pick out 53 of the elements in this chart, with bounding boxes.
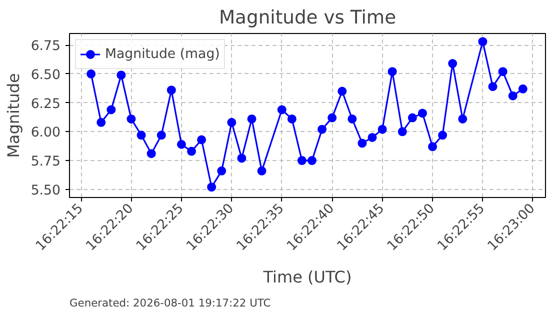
point xyxy=(166,86,176,95)
point xyxy=(126,114,136,124)
point xyxy=(498,67,508,76)
point xyxy=(86,69,96,78)
chart-title: Magnitude vs Time xyxy=(218,8,396,28)
point xyxy=(438,130,448,140)
y-tick-label: 6.50 xyxy=(30,68,61,83)
point xyxy=(187,146,196,156)
point xyxy=(136,130,146,140)
point xyxy=(318,124,327,134)
point xyxy=(408,113,417,122)
point xyxy=(176,140,186,149)
point xyxy=(197,135,206,144)
point xyxy=(388,67,397,76)
point xyxy=(287,114,296,124)
point xyxy=(368,132,377,142)
point xyxy=(418,108,427,118)
y-tick-label: 6.75 xyxy=(30,39,61,54)
point xyxy=(257,166,266,176)
point xyxy=(217,166,226,176)
point xyxy=(338,86,347,96)
text: Generated: 2026-08-01 19:17:22 UTC xyxy=(70,296,271,310)
point xyxy=(308,156,316,166)
point xyxy=(348,114,357,124)
point xyxy=(106,105,116,114)
y-tick-label: 5.75 xyxy=(30,154,61,170)
point xyxy=(247,114,256,124)
point xyxy=(518,84,528,94)
point xyxy=(478,37,488,46)
point xyxy=(277,105,286,114)
point xyxy=(398,127,407,136)
point xyxy=(227,118,236,127)
point xyxy=(508,91,518,100)
point xyxy=(207,182,216,192)
y-tick-label: 6.00 xyxy=(30,126,61,141)
y-tick-label: 5.50 xyxy=(30,183,61,198)
point xyxy=(328,113,337,122)
y-axis-title: Magnitude xyxy=(4,73,23,158)
legend-label: Magnitude (mag) xyxy=(105,46,220,62)
x-axis-title: Time (UTC) xyxy=(262,267,352,286)
point xyxy=(488,82,498,92)
point xyxy=(297,156,306,166)
y-tick-label: 6.25 xyxy=(30,96,61,112)
point xyxy=(116,70,126,80)
point xyxy=(96,118,106,127)
point xyxy=(358,138,367,148)
point xyxy=(458,114,468,124)
point xyxy=(237,154,246,163)
point xyxy=(378,124,387,134)
point xyxy=(448,59,458,68)
point xyxy=(428,142,438,152)
point xyxy=(146,149,156,158)
point xyxy=(156,130,166,140)
